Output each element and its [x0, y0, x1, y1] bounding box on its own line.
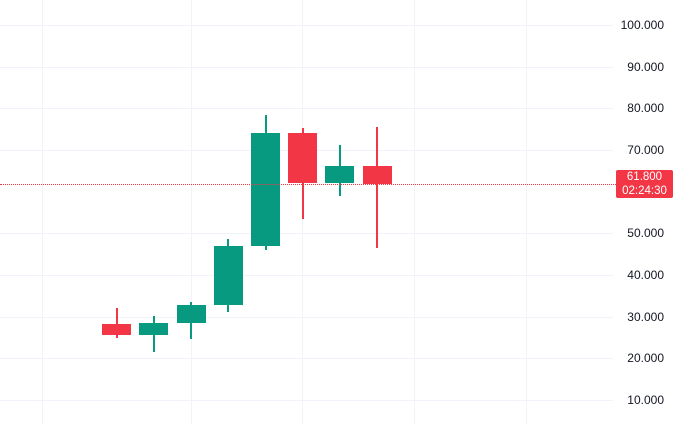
vertical-gridline	[191, 0, 192, 424]
vertical-gridline	[414, 0, 415, 424]
candle-body	[139, 323, 169, 336]
candle-body	[325, 165, 355, 184]
candle-wick	[115, 308, 118, 339]
horizontal-gridline	[0, 25, 613, 26]
horizontal-gridline	[0, 399, 613, 401]
candle-wick	[376, 127, 379, 248]
candle-body	[213, 245, 243, 305]
price-tick-label: 90.000	[627, 59, 664, 74]
price-tick-label: 70.000	[627, 142, 664, 157]
horizontal-gridline	[0, 108, 613, 110]
price-tick-label: 80.000	[627, 101, 664, 116]
price-countdown: 02:24:30	[622, 185, 667, 198]
candle-body	[362, 165, 392, 185]
horizontal-gridline	[0, 233, 613, 235]
current-price-value: 61.800	[626, 171, 663, 184]
price-tick-label: 100.000	[620, 18, 664, 32]
candle-body	[102, 324, 132, 336]
horizontal-gridline	[0, 358, 613, 360]
price-tick-label: 10.000	[627, 392, 664, 407]
vertical-gridline	[526, 0, 527, 424]
current-price-label: 61.800 02:24:30	[616, 170, 673, 199]
price-tick-label: 20.000	[627, 351, 664, 366]
price-tick-label: 30.000	[627, 309, 664, 324]
horizontal-gridline	[0, 274, 613, 276]
candle-body	[176, 304, 206, 324]
vertical-gridline	[42, 0, 43, 424]
price-tick-label: 50.000	[627, 226, 664, 241]
price-tick-label: 40.000	[627, 267, 664, 282]
current-price-line	[0, 184, 616, 185]
horizontal-gridline	[0, 66, 613, 68]
candle-body	[288, 133, 318, 184]
horizontal-gridline	[0, 316, 613, 318]
candle-body	[251, 133, 280, 246]
